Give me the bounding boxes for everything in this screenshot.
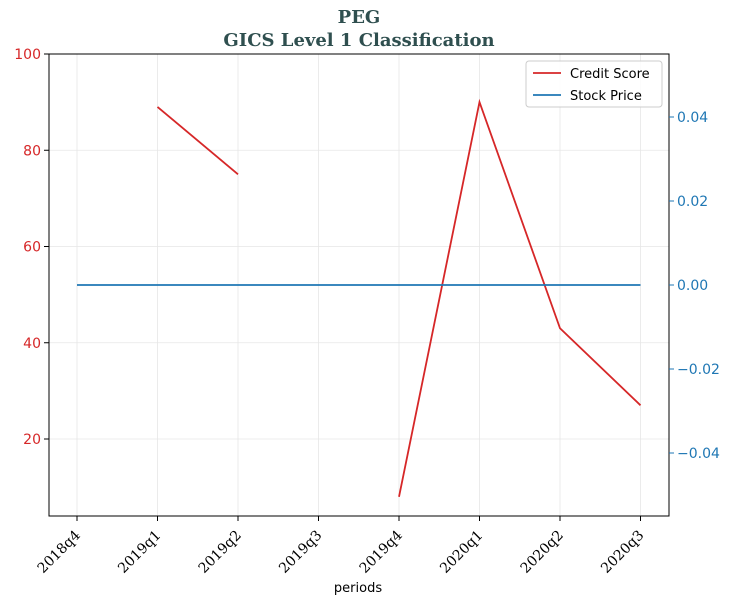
right-tick-label: 0.04 bbox=[677, 110, 708, 126]
right-tick-label: 0.02 bbox=[677, 194, 708, 210]
series-line-credit-score bbox=[156, 106, 239, 175]
left-tick-label: 60 bbox=[23, 240, 41, 256]
legend-label-credit-score: Credit Score bbox=[570, 67, 650, 82]
left-tick-label: 40 bbox=[23, 336, 41, 352]
right-tick-label: −0.02 bbox=[677, 362, 720, 378]
left-tick-label: 80 bbox=[23, 143, 41, 159]
right-axis: −0.04 −0.02 0.00 0.02 0.04 bbox=[669, 110, 720, 462]
legend-label-stock-price: Stock Price bbox=[570, 89, 642, 104]
x-tick-label: 2018q4 bbox=[35, 527, 84, 576]
x-tick-label: 2020q1 bbox=[437, 528, 486, 577]
left-tick-label: 20 bbox=[23, 432, 41, 448]
x-tick-label: 2019q1 bbox=[115, 528, 164, 577]
right-tick-label: −0.04 bbox=[677, 446, 720, 462]
right-tick-label: 0.00 bbox=[677, 278, 708, 294]
left-tick-label: 100 bbox=[14, 47, 41, 63]
x-tick-label: 2020q2 bbox=[518, 528, 567, 577]
series-line-credit-score bbox=[398, 98, 642, 497]
legend: Credit Score Stock Price bbox=[525, 60, 663, 108]
x-tick-label: 2019q3 bbox=[276, 528, 325, 577]
chart-title: PEG bbox=[338, 7, 381, 28]
x-tick-label: 2020q3 bbox=[598, 528, 647, 577]
chart-subtitle: GICS Level 1 Classification bbox=[223, 30, 494, 51]
series-layer bbox=[77, 98, 642, 497]
x-tick-label: 2019q2 bbox=[196, 528, 245, 577]
x-axis: 2018q4 2019q1 2019q2 2019q3 2019q4 2020q1 2020… bbox=[35, 516, 647, 577]
x-axis-label: periods bbox=[334, 581, 382, 596]
x-tick-label: 2019q4 bbox=[357, 527, 406, 576]
left-axis: 20 40 60 80 100 bbox=[14, 47, 49, 448]
